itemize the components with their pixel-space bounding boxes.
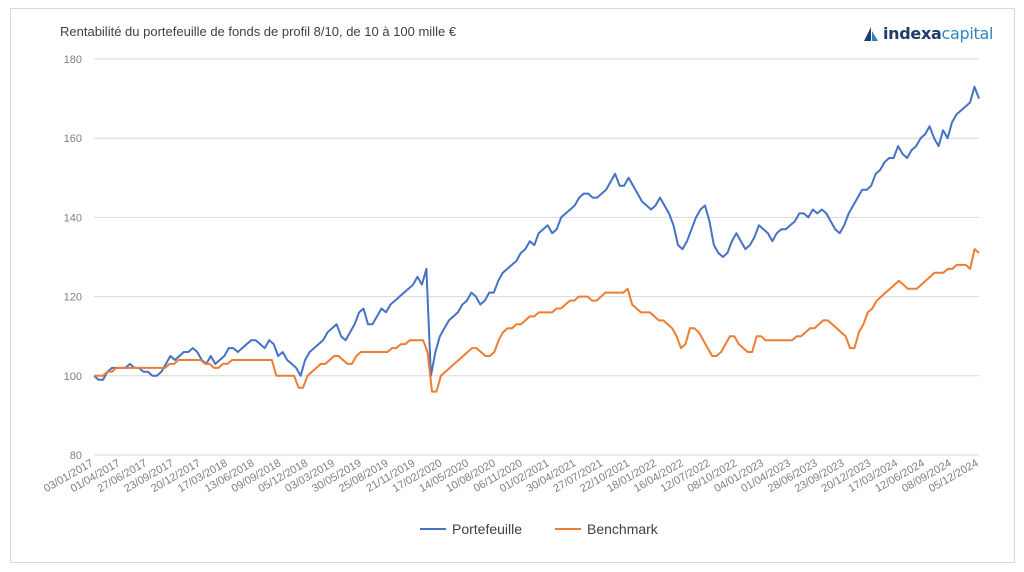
series-line-portefeuille [93,85,980,381]
y-tick-label: 140 [64,212,82,224]
y-tick-label: 100 [64,371,82,383]
y-tick-label: 160 [64,133,82,145]
logo-text-light: capital [941,24,994,43]
y-axis: 80 100 120 140 160 180 [64,54,82,462]
series-lines [93,85,980,393]
legend-item-portefeuille: Portefeuille [420,521,522,537]
x-axis: 03/01/201701/04/201727/06/201723/09/2017… [42,457,981,495]
legend-label: Benchmark [587,521,659,537]
legend-item-benchmark: Benchmark [555,521,659,537]
brand-logo: indexa capital [862,24,993,43]
chart-frame [10,8,1015,563]
indexa-logo-icon [864,26,878,41]
legend: Portefeuille Benchmark [420,521,659,537]
logo-text-bold: indexa [883,24,942,43]
chart-title: Rentabilité du portefeuille de fonds de … [60,24,457,39]
series-line-benchmark [94,248,980,393]
y-tick-label: 180 [64,54,82,66]
gridlines [94,58,979,456]
legend-label: Portefeuille [452,521,522,537]
y-tick-label: 80 [70,450,82,462]
y-tick-label: 120 [64,292,82,304]
